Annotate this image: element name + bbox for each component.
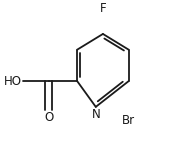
Text: N: N <box>91 108 100 121</box>
Text: F: F <box>100 2 106 15</box>
Text: Br: Br <box>122 114 135 127</box>
Text: O: O <box>44 111 53 124</box>
Text: HO: HO <box>3 75 21 88</box>
